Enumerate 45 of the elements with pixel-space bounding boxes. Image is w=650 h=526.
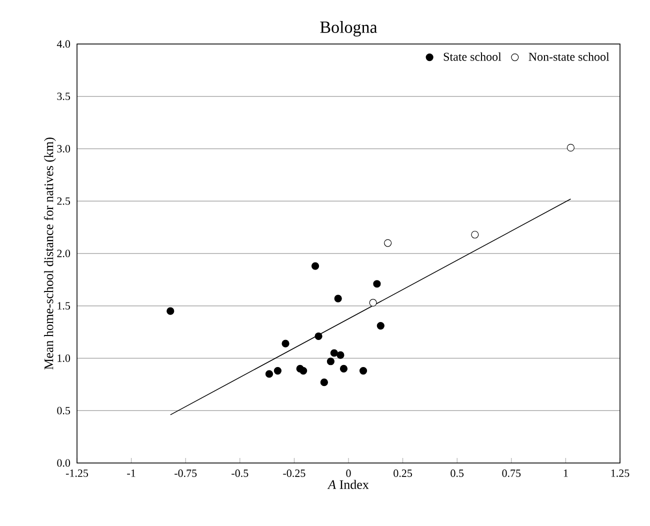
legend-label: State school xyxy=(444,52,502,61)
x-tick-label: -0.5 xyxy=(232,470,248,477)
y-tick-label: 2.5 xyxy=(57,197,70,205)
x-tick-label: 0.75 xyxy=(502,470,521,477)
y-tick-label: 0.5 xyxy=(57,406,70,414)
point xyxy=(566,144,574,152)
y-tick-label: 3.5 xyxy=(57,92,70,100)
x-tick-label: 0 xyxy=(346,470,351,477)
point xyxy=(359,367,368,375)
y-axis-title: Mean home-school distance for natives (km) xyxy=(44,138,56,370)
x-tick-label: -1.25 xyxy=(66,470,88,477)
y-tick-label: 3.0 xyxy=(57,145,70,152)
point xyxy=(330,349,338,357)
y-tick-label: 2.0 xyxy=(57,250,70,258)
point xyxy=(340,364,348,373)
x-tick-label: -1 xyxy=(127,470,136,477)
x-axis-title: A Index xyxy=(327,480,369,489)
y-tick-label: 4.0 xyxy=(56,40,70,48)
point xyxy=(274,367,282,375)
x-tick-label: 1 xyxy=(564,470,568,477)
y-tick-label: 1.0 xyxy=(58,354,70,362)
point xyxy=(265,370,274,378)
x-tick-label: -0.75 xyxy=(174,470,197,477)
legend-label: Non-state school xyxy=(528,52,610,61)
y-tick-label: 1.5 xyxy=(58,302,70,310)
point xyxy=(384,239,392,247)
point xyxy=(369,298,377,307)
x-tick-label: 0.25 xyxy=(394,470,412,477)
point xyxy=(326,358,334,366)
point xyxy=(471,230,479,238)
point xyxy=(166,307,174,315)
x-tick-label: 1.25 xyxy=(611,470,630,477)
x-tick-label: 0.5 xyxy=(450,470,464,477)
point xyxy=(336,351,344,359)
point xyxy=(282,340,290,348)
point xyxy=(376,322,384,330)
x-tick-label: -0.25 xyxy=(283,470,306,477)
point xyxy=(300,367,308,375)
point xyxy=(373,280,381,288)
point xyxy=(320,378,328,386)
chart-title: Bologna xyxy=(320,21,378,36)
point xyxy=(311,262,320,270)
y-tick-label: 0.0 xyxy=(57,459,70,467)
point xyxy=(314,332,322,340)
point xyxy=(334,294,342,302)
